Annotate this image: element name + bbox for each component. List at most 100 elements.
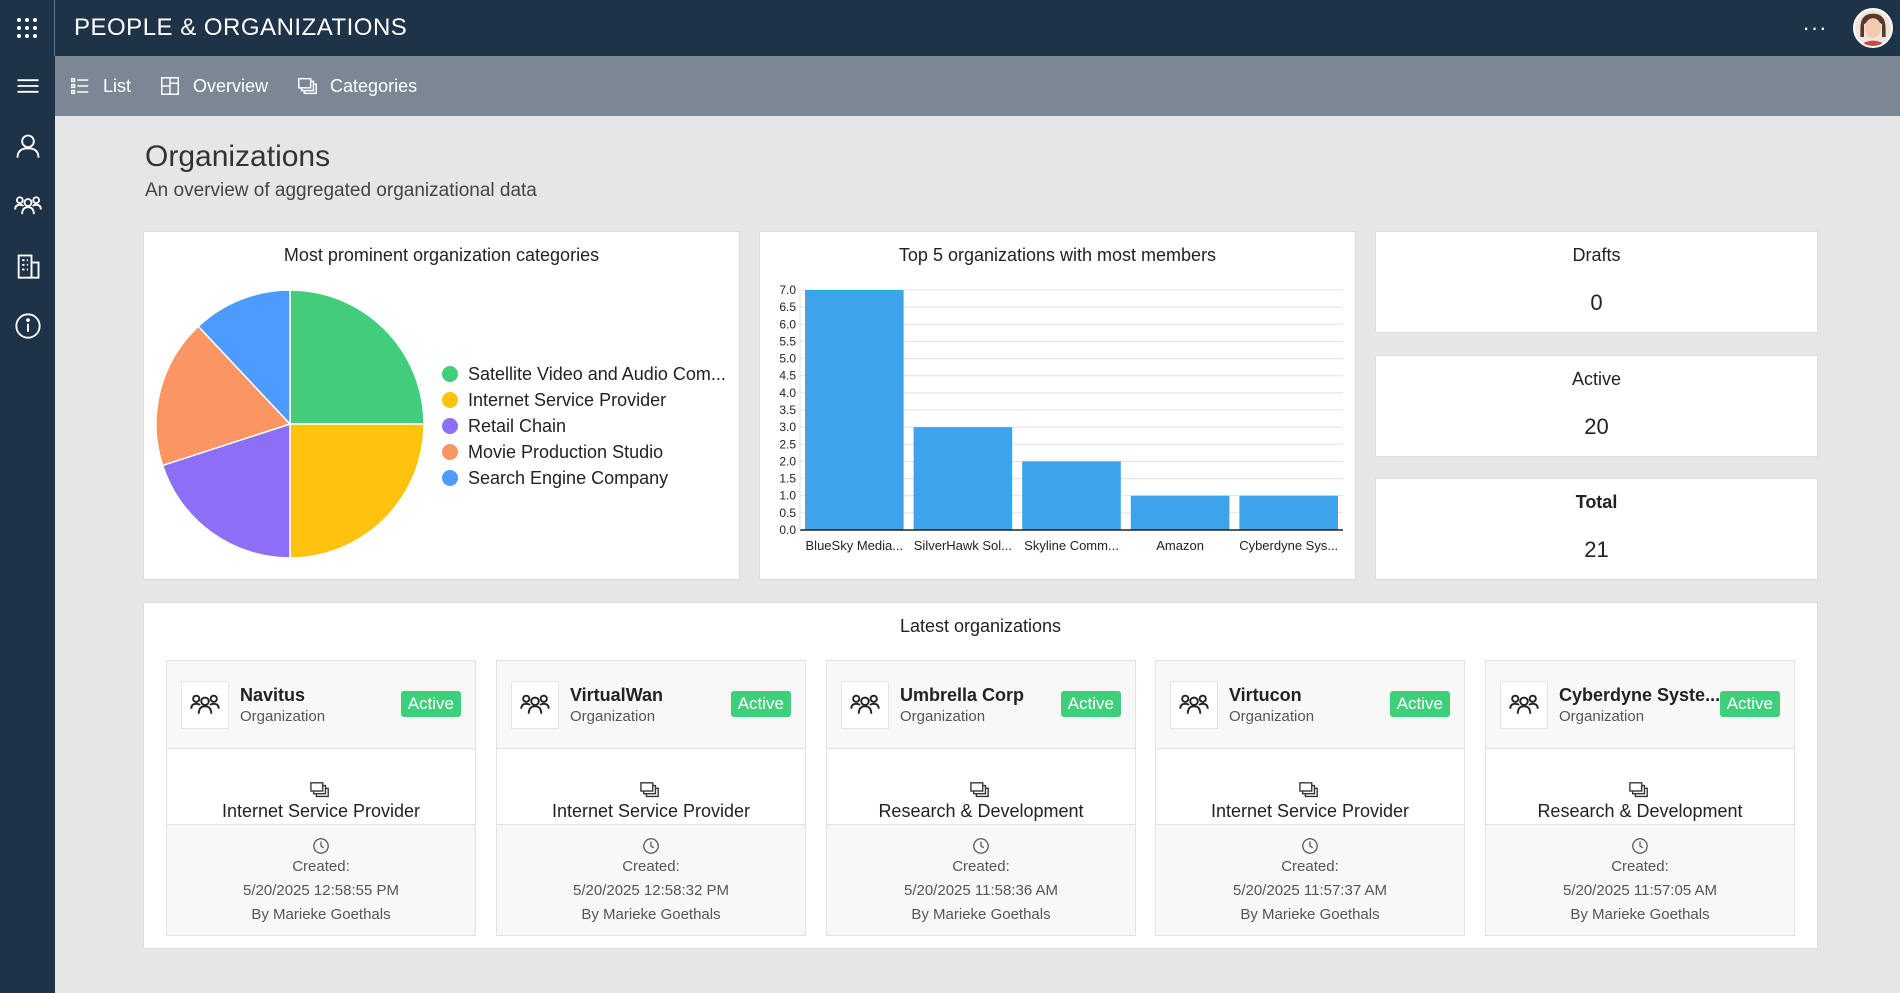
overview-label: Overview	[193, 75, 269, 96]
legend-swatch	[442, 418, 458, 434]
organization-card-header: Umbrella Corp Organization Active	[827, 661, 1135, 749]
organization-created-info: Created: 5/20/2025 11:57:37 AM By Marieke …	[1156, 825, 1464, 927]
organization-category: Internet Service Provider	[1156, 749, 1464, 825]
bar[interactable]	[1239, 495, 1338, 530]
status-badge: Active	[400, 691, 461, 717]
active-stat-card[interactable]: Active 20	[1375, 355, 1818, 457]
y-tick-label: 4.0	[779, 386, 796, 400]
user-avatar[interactable]	[1853, 8, 1893, 48]
legend-item[interactable]: Search Engine Company	[442, 468, 726, 488]
organization-card[interactable]: VirtualWan Organization Active Internet Ser…	[496, 660, 806, 936]
drafts-value: 0	[1590, 290, 1603, 315]
legend-label: Search Engine Company	[468, 467, 669, 488]
categories-label: Categories	[330, 75, 418, 96]
app-title: PEOPLE & ORGANIZATIONS	[74, 14, 408, 41]
legend-item[interactable]: Retail Chain	[442, 416, 726, 436]
pie-slice[interactable]	[197, 289, 291, 426]
legend-item[interactable]: Satellite Video and Audio Com...	[442, 364, 726, 384]
created-by: By Marieke Goethals	[581, 906, 721, 923]
legend-swatch	[442, 470, 458, 486]
bar[interactable]	[913, 427, 1013, 530]
legend-label: Retail Chain	[468, 415, 567, 436]
y-tick-label: 1.0	[779, 489, 796, 503]
left-nav-rail	[0, 56, 55, 993]
categories-button[interactable]: Categories	[296, 75, 417, 97]
category-label: Internet Service Provider	[221, 801, 421, 821]
y-tick-label: 6.5	[779, 300, 796, 314]
clock-icon	[497, 837, 805, 855]
overview-button[interactable]: Overview	[159, 75, 268, 97]
legend-item[interactable]: Movie Production Studio	[442, 442, 726, 462]
organization-type: Organization	[240, 707, 326, 725]
latest-organizations-title: Latest organizations	[899, 616, 1062, 636]
category-pie-card: Most prominent organization categories S…	[143, 231, 740, 580]
y-tick-label: 0.0	[779, 523, 796, 537]
organization-group-icon	[181, 680, 229, 729]
category-label: Internet Service Provider	[1210, 801, 1410, 821]
pie-slice[interactable]	[161, 422, 291, 559]
clock-icon	[1156, 837, 1464, 855]
pie-chart-title: Most prominent organization categories	[283, 245, 600, 265]
created-by: By Marieke Goethals	[1570, 906, 1710, 923]
top-bar: PEOPLE & ORGANIZATIONS ···	[0, 0, 1900, 56]
page-title: Organizations	[145, 140, 331, 173]
people-group-icon[interactable]	[0, 176, 55, 236]
list-button[interactable]: List	[69, 75, 131, 97]
created-label: Created:	[622, 858, 680, 875]
organization-name[interactable]: Cyberdyne Syste...	[1559, 684, 1721, 705]
organization-card[interactable]: Virtucon Organization Active Internet Servi…	[1155, 660, 1465, 936]
pie-slice[interactable]	[155, 325, 292, 467]
total-stat-card[interactable]: Total 21	[1375, 478, 1818, 580]
created-label: Created:	[1611, 858, 1669, 875]
list-icon	[71, 77, 89, 95]
status-badge: Active	[730, 691, 791, 717]
building-icon[interactable]	[0, 236, 55, 296]
created-timestamp: 5/20/2025 11:57:05 AM	[1562, 882, 1717, 899]
created-by: By Marieke Goethals	[1240, 906, 1380, 923]
organization-created-info: Created: 5/20/2025 11:57:05 AM By Marieke …	[1486, 825, 1794, 927]
created-label: Created:	[292, 858, 350, 875]
x-tick-label: Amazon	[1156, 538, 1204, 553]
x-tick-label: Skyline Comm...	[1024, 538, 1119, 553]
legend-item[interactable]: Internet Service Provider	[442, 390, 726, 410]
y-tick-label: 5.0	[779, 352, 796, 366]
menu-icon[interactable]	[0, 56, 55, 116]
bar[interactable]	[805, 290, 904, 530]
organization-group-icon	[511, 680, 559, 729]
organization-type: Organization	[1559, 707, 1645, 725]
organization-card-header: VirtualWan Organization Active	[497, 661, 805, 749]
bar[interactable]	[1130, 495, 1230, 530]
organization-name[interactable]: Navitus	[240, 684, 306, 705]
organization-card[interactable]: Cyberdyne Syste... Organization Active Rese…	[1485, 660, 1795, 936]
organization-type: Organization	[900, 707, 986, 725]
pie-slice[interactable]	[289, 289, 425, 425]
created-timestamp: 5/20/2025 11:57:37 AM	[1232, 882, 1387, 899]
y-tick-label: 1.5	[779, 472, 796, 486]
status-badge: Active	[1719, 691, 1780, 717]
organization-name[interactable]: Virtucon	[1229, 684, 1302, 705]
pie-slice[interactable]	[289, 423, 425, 559]
organization-card[interactable]: Umbrella Corp Organization Active Research …	[826, 660, 1136, 936]
top-members-bar-card: Top 5 organizations with most members 0.…	[759, 231, 1356, 580]
legend-label: Satellite Video and Audio Com...	[468, 363, 726, 384]
y-tick-label: 2.5	[779, 437, 796, 451]
created-timestamp: 5/20/2025 12:58:32 PM	[573, 882, 729, 899]
organization-card-header: Virtucon Organization Active	[1156, 661, 1464, 749]
y-tick-label: 5.5	[779, 334, 796, 348]
legend-swatch	[442, 392, 458, 408]
organization-type: Organization	[570, 707, 656, 725]
organization-name[interactable]: VirtualWan	[570, 684, 664, 705]
info-icon[interactable]	[0, 296, 55, 356]
more-options-icon[interactable]: ···	[1802, 15, 1828, 40]
person-icon[interactable]	[0, 116, 55, 176]
organization-card[interactable]: Navitus Organization Active Internet Servic…	[166, 660, 476, 936]
organization-name[interactable]: Umbrella Corp	[900, 684, 1025, 705]
app-launcher-icon[interactable]	[0, 0, 55, 56]
bar[interactable]	[1022, 461, 1121, 530]
organization-category: Internet Service Provider	[167, 749, 475, 825]
drafts-stat-card[interactable]: Drafts 0	[1375, 231, 1818, 333]
organization-created-info: Created: 5/20/2025 12:58:55 PM By Marieke …	[167, 825, 475, 927]
organization-group-icon	[1500, 680, 1548, 729]
clock-icon	[167, 837, 475, 855]
created-label: Created:	[952, 858, 1010, 875]
